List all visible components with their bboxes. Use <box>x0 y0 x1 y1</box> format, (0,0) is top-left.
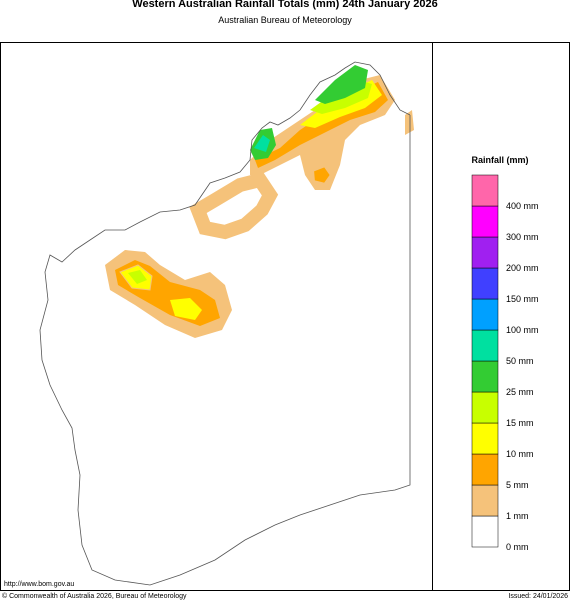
legend-label: 10 mm <box>506 449 534 459</box>
legend-label: 150 mm <box>506 294 539 304</box>
title: Western Australian Rainfall Totals (mm) … <box>132 0 437 10</box>
footer-url: http://www.bom.gov.au <box>4 581 74 588</box>
legend-label: 5 mm <box>506 480 529 490</box>
rainfall-areas <box>105 65 414 338</box>
footer-issued: Issued: 24/01/2026 <box>508 593 568 600</box>
legend-label: 200 mm <box>506 263 539 273</box>
subtitle: Australian Bureau of Meteorology <box>218 15 352 25</box>
legend-swatch <box>471 422 499 455</box>
legend-swatch <box>471 391 499 424</box>
legend-swatch <box>471 329 499 362</box>
legend-label: 100 mm <box>506 325 539 335</box>
footer-copyright: © Commonwealth of Australia 2026, Bureau… <box>2 592 187 600</box>
legend-swatch <box>471 515 499 548</box>
legend-label: 0 mm <box>506 542 529 552</box>
legend-swatch <box>471 484 499 517</box>
legend-title: Rainfall (mm) <box>471 155 528 165</box>
legend-label: 15 mm <box>506 418 534 428</box>
legend-swatch <box>471 236 499 269</box>
legend-label: 25 mm <box>506 387 534 397</box>
legend-swatch <box>471 360 499 393</box>
legend-swatch <box>471 205 499 238</box>
legend-label: 50 mm <box>506 356 534 366</box>
legend-swatch <box>471 174 499 207</box>
legend-swatch <box>471 298 499 331</box>
legend-swatch <box>471 453 499 486</box>
frame <box>0 42 570 591</box>
legend-label: 1 mm <box>506 511 529 521</box>
legend-label: 400 mm <box>506 201 539 211</box>
legend-label: 300 mm <box>506 232 539 242</box>
coastline <box>39 61 411 586</box>
legend-swatch <box>471 267 499 300</box>
